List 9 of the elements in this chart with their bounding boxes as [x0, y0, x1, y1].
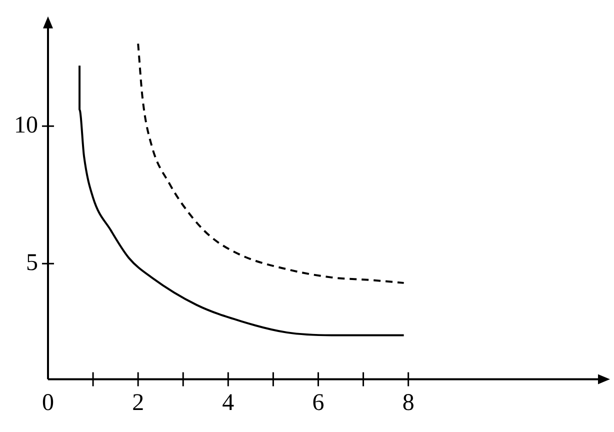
line-series	[137, 42, 405, 284]
x-tick-label: 2	[132, 390, 144, 416]
line-series	[78, 64, 405, 336]
y-tick-label: 10	[14, 112, 38, 138]
y-tick-label: 5	[26, 250, 38, 276]
x-tick-label: 0	[42, 390, 54, 416]
x-tick-label: 6	[312, 390, 324, 416]
x-tick-label: 8	[402, 390, 414, 416]
x-tick-label: 4	[222, 390, 234, 416]
